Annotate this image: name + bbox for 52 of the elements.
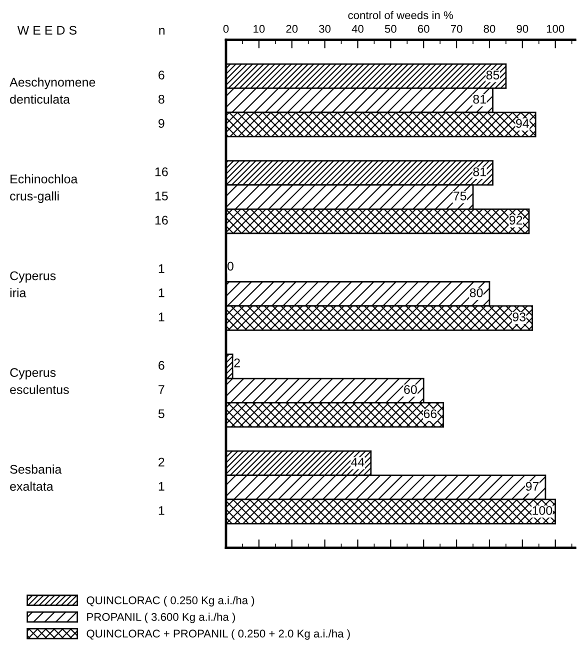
legend-label: QUINCLORAC ( 0.250 Kg a.i./ha ) <box>86 596 254 606</box>
text: 1 <box>158 482 164 491</box>
data-label: 80 <box>470 288 483 298</box>
text: n <box>159 28 165 35</box>
data-label: 92 <box>509 216 522 225</box>
text: 1 <box>158 312 164 322</box>
y-tick-label: Aeschynomene denticulata <box>10 77 96 104</box>
text: 1 <box>158 288 164 298</box>
x2-tick-label: 30 <box>319 24 331 33</box>
data-label: 85 <box>486 70 500 80</box>
x2-tick-label: 10 <box>254 24 265 33</box>
data-label: 0 <box>227 262 234 271</box>
data-label: 100 <box>532 506 552 515</box>
data-label: 60 <box>404 385 417 394</box>
text: 9 <box>158 119 164 128</box>
text: 1 <box>158 506 164 515</box>
x2-tick-label: 40 <box>352 24 364 33</box>
data-label: 44 <box>351 458 364 466</box>
x2-tick-label: 20 <box>286 24 298 33</box>
text: 5 <box>158 409 164 418</box>
y-tick-label: Cyperus iria <box>10 271 56 298</box>
text: 16 <box>155 167 168 176</box>
y-tick-label: Sesbania exaltata <box>10 464 62 491</box>
text: 6 <box>158 360 164 370</box>
x2-tick-label: 60 <box>418 24 430 33</box>
data-label: 97 <box>526 482 539 491</box>
text: W E E D S <box>17 26 76 35</box>
text: 2 <box>158 458 164 466</box>
data-label: 2 <box>234 358 240 368</box>
legend-label: PROPANIL ( 3.600 Kg a.i./ha ) <box>87 612 235 624</box>
text: 8 <box>158 94 164 104</box>
x2-tick-label: 70 <box>450 24 462 33</box>
text: 16 <box>155 216 168 225</box>
y-tick-label: Cyperus esculentus <box>10 368 69 394</box>
text: 7 <box>158 385 164 394</box>
x2-tick-label: 50 <box>384 24 396 33</box>
text: 6 <box>158 70 164 80</box>
data-label: 81 <box>473 94 486 104</box>
x2-tick-label: 90 <box>516 24 528 33</box>
text: 1 <box>158 264 164 273</box>
data-label: 93 <box>512 312 526 322</box>
data-label: 75 <box>454 192 466 200</box>
x2-tick-label: 0 <box>223 24 229 33</box>
x2-tick-label: 80 <box>484 24 496 33</box>
text: 15 <box>155 192 168 200</box>
x2-tick-label: 100 <box>546 24 564 33</box>
data-label: 94 <box>516 119 529 128</box>
legend-label: QUINCLORAC + PROPANIL ( 0.250 + 2.0 Kg a.i./ha ) <box>86 629 350 640</box>
x2-axis-title: control of weeds in % <box>348 11 453 20</box>
data-label: 66 <box>424 409 437 418</box>
data-label: 81 <box>473 167 486 176</box>
y-tick-label: Echinochloa crus-galli <box>10 174 78 203</box>
